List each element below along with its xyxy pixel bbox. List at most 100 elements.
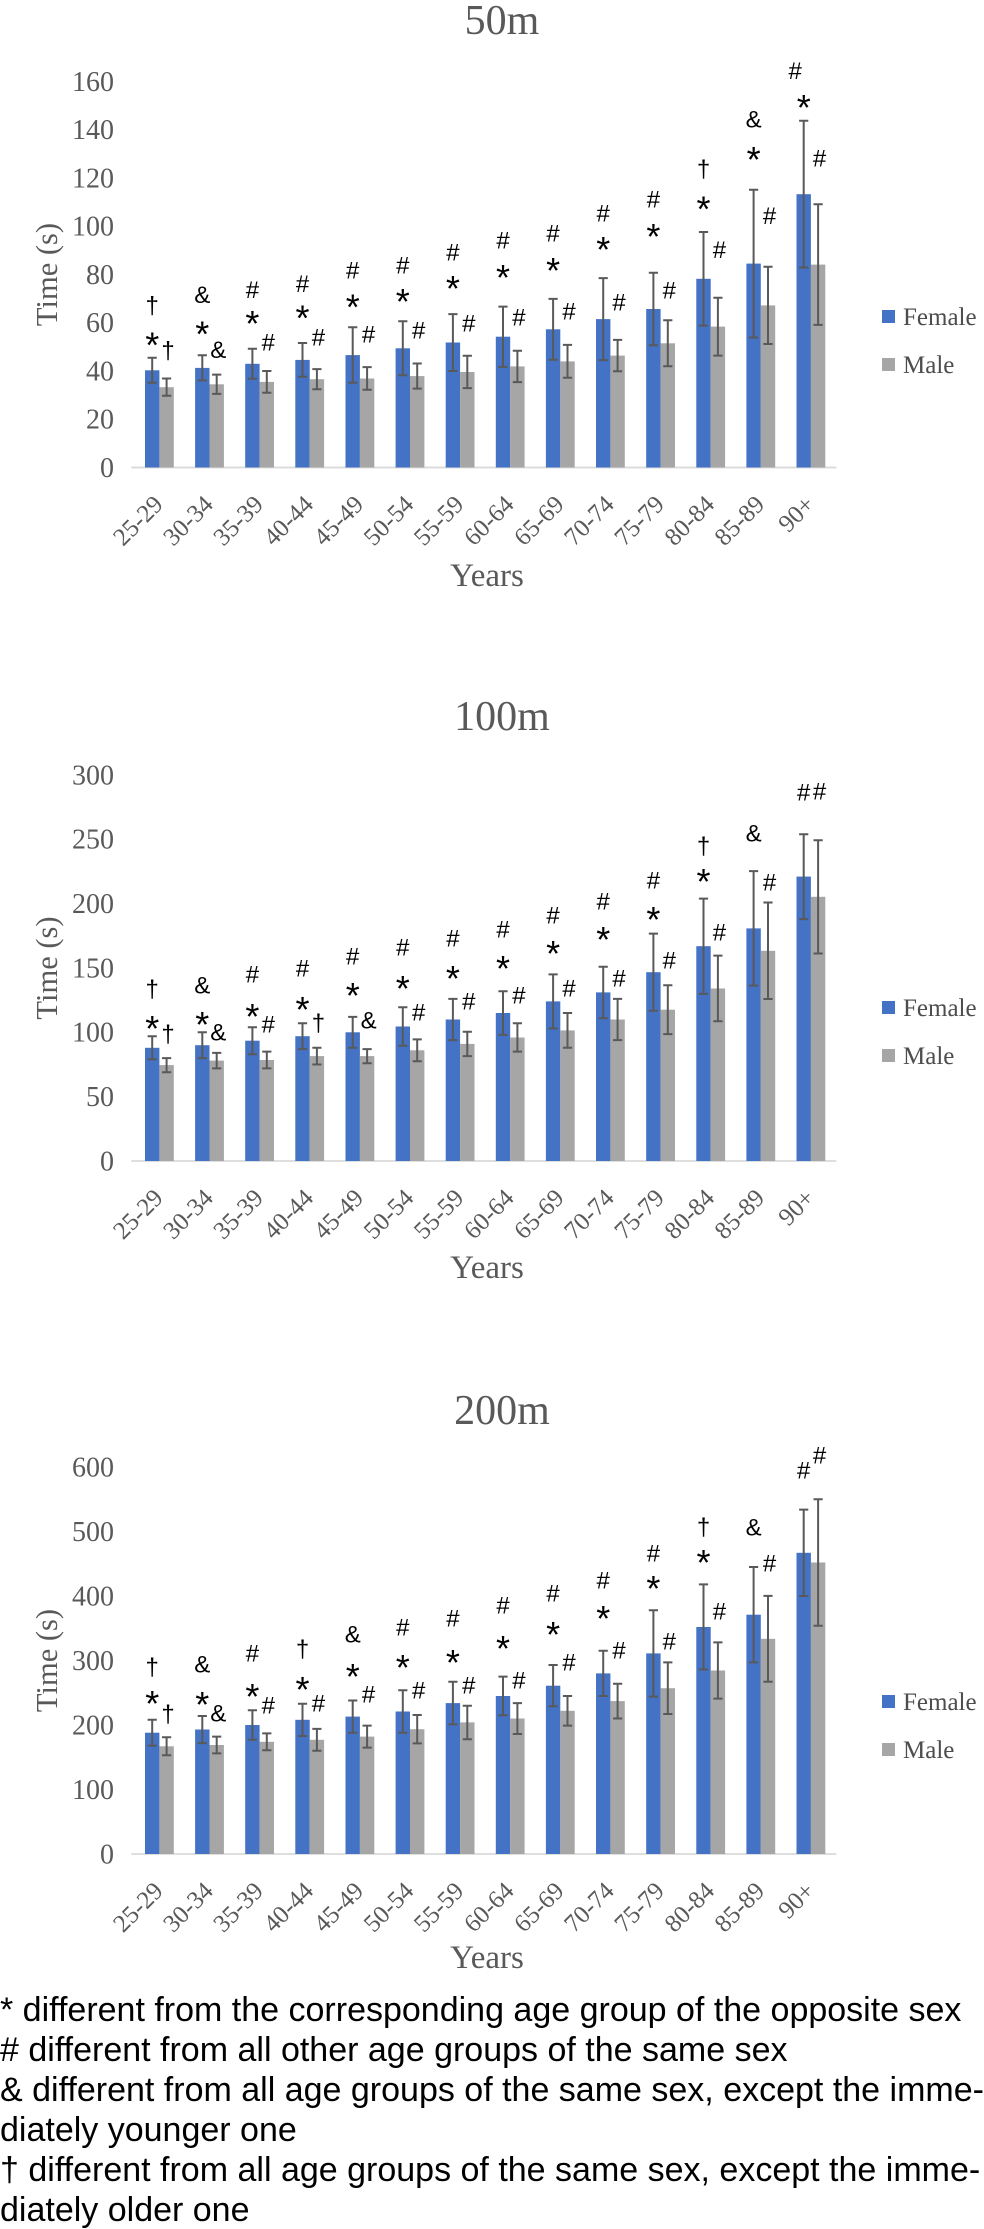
svg-text:100: 100 — [72, 1775, 114, 1806]
svg-text:60: 60 — [86, 308, 114, 339]
svg-text:#: # — [262, 1011, 276, 1038]
svg-text:*: * — [245, 1676, 259, 1717]
svg-text:*: * — [396, 1647, 410, 1688]
svg-text:diately younger one: diately younger one — [0, 2111, 297, 2149]
svg-text:#: # — [346, 257, 360, 284]
svg-text:*: * — [295, 1669, 309, 1710]
svg-text:#: # — [396, 1614, 410, 1641]
svg-text:#: # — [562, 975, 576, 1002]
svg-text:*: * — [596, 1598, 610, 1639]
svg-text:*: * — [646, 216, 660, 257]
svg-text:100: 100 — [72, 1018, 114, 1049]
svg-text:#: # — [647, 1540, 661, 1567]
svg-text:Years: Years — [450, 1250, 524, 1286]
svg-text:#: # — [647, 867, 661, 894]
svg-text:#: # — [763, 869, 777, 896]
svg-text:#: # — [813, 1442, 827, 1469]
svg-text:*: * — [396, 968, 410, 1009]
svg-text:&: & — [210, 1700, 226, 1727]
svg-text:† different from all age group: † different from all age groups of the s… — [0, 2151, 980, 2189]
svg-text:#: # — [763, 1550, 777, 1577]
svg-text:†: † — [697, 833, 710, 860]
svg-text:&: & — [361, 1007, 377, 1034]
svg-text:120: 120 — [72, 163, 114, 194]
svg-text:#: # — [546, 220, 560, 247]
svg-text:100m: 100m — [454, 694, 550, 740]
svg-text:200: 200 — [72, 1710, 114, 1741]
svg-text:#: # — [797, 1457, 811, 1484]
svg-text:#: # — [612, 1637, 626, 1664]
svg-text:*: * — [696, 188, 710, 229]
svg-text:*: * — [295, 989, 309, 1030]
svg-text:#: # — [396, 252, 410, 279]
svg-text:&: & — [194, 1651, 210, 1678]
svg-text:#: # — [647, 186, 661, 213]
svg-text:*: * — [295, 298, 309, 339]
svg-text:20: 20 — [86, 405, 114, 436]
svg-text:* different from the correspon: * different from the corresponding age g… — [0, 1991, 961, 2029]
svg-text:†: † — [161, 1021, 174, 1048]
svg-text:#: # — [612, 289, 626, 316]
svg-text:Years: Years — [450, 1940, 524, 1976]
svg-text:300: 300 — [72, 760, 114, 791]
svg-text:#: # — [496, 916, 510, 943]
svg-text:&: & — [194, 972, 210, 999]
svg-text:*: * — [145, 1008, 159, 1049]
svg-text:Male: Male — [903, 352, 954, 379]
svg-text:*: * — [496, 948, 510, 989]
svg-text:200m: 200m — [454, 1388, 550, 1434]
svg-text:#: # — [462, 1672, 476, 1699]
svg-text:*: * — [145, 324, 159, 365]
svg-text:#: # — [296, 955, 310, 982]
svg-text:#: # — [713, 919, 727, 946]
svg-text:*: * — [696, 1542, 710, 1583]
svg-text:†: † — [697, 1514, 710, 1541]
svg-text:Male: Male — [903, 1737, 954, 1764]
svg-text:#: # — [462, 310, 476, 337]
svg-text:#: # — [446, 239, 460, 266]
svg-text:0: 0 — [100, 1146, 114, 1177]
svg-text:#: # — [797, 779, 811, 806]
svg-text:†: † — [697, 156, 710, 183]
svg-text:#: # — [546, 1580, 560, 1607]
svg-text:#: # — [663, 1628, 677, 1655]
svg-text:& different from all age group: & different from all age groups of the s… — [0, 2071, 984, 2109]
svg-text:#: # — [562, 1649, 576, 1676]
svg-text:0: 0 — [100, 1839, 114, 1870]
svg-text:#: # — [597, 200, 611, 227]
svg-text:Female: Female — [903, 995, 977, 1022]
svg-text:#: # — [396, 934, 410, 961]
svg-text:Years: Years — [450, 558, 524, 594]
svg-text:Time (s): Time (s) — [30, 1609, 64, 1712]
svg-text:*: * — [346, 1656, 360, 1697]
svg-text:600: 600 — [72, 1452, 114, 1483]
svg-text:#: # — [246, 277, 260, 304]
svg-text:#: # — [763, 203, 777, 230]
svg-text:†: † — [296, 1636, 309, 1663]
svg-text:250: 250 — [72, 825, 114, 856]
svg-text:*: * — [195, 1684, 209, 1725]
svg-text:*: * — [646, 899, 660, 940]
svg-text:#: # — [246, 1640, 260, 1667]
svg-text:#: # — [512, 304, 526, 331]
svg-text:diately older one: diately older one — [0, 2191, 250, 2229]
svg-text:#: # — [262, 1692, 276, 1719]
svg-text:*: * — [195, 313, 209, 354]
svg-text:#: # — [597, 1567, 611, 1594]
svg-text:*: * — [496, 257, 510, 298]
svg-text:#: # — [597, 888, 611, 915]
svg-text:#: # — [296, 271, 310, 298]
svg-text:140: 140 — [72, 115, 114, 146]
svg-text:#: # — [412, 1677, 426, 1704]
svg-text:*: * — [245, 996, 259, 1037]
svg-text:*: * — [446, 268, 460, 309]
svg-text:†: † — [146, 1654, 159, 1681]
svg-text:*: * — [546, 1614, 560, 1655]
svg-text:*: * — [195, 1004, 209, 1045]
svg-text:*: * — [797, 87, 811, 128]
svg-text:#: # — [512, 982, 526, 1009]
svg-text:#: # — [462, 988, 476, 1015]
svg-text:#: # — [346, 943, 360, 970]
svg-text:*: * — [145, 1683, 159, 1724]
svg-text:#: # — [663, 947, 677, 974]
